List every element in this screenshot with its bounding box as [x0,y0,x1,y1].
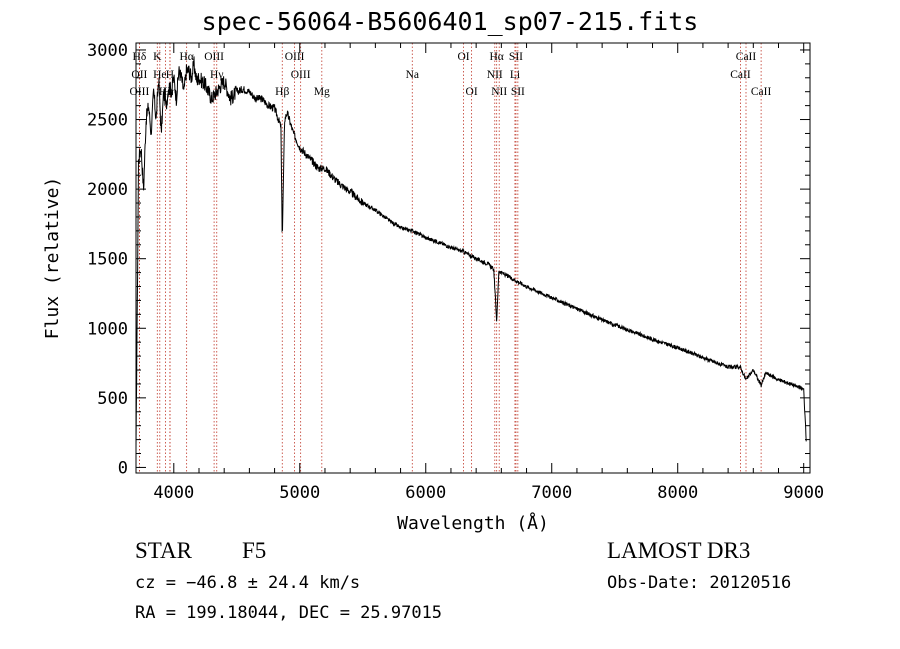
survey-name: LAMOST DR3 [607,538,751,563]
line-label-10: Hγ [210,69,223,81]
x-tick-label-7000: 7000 [531,483,572,503]
observation-date: Obs-Date: 20120516 [607,573,792,593]
series-line-spectrum [135,56,807,448]
line-label-6: H [166,69,174,81]
series-group [135,56,807,448]
line-label-13: OIII [291,69,311,81]
line-label-12: OIII [285,51,305,63]
object-class: STAR [135,538,192,563]
redshift-cz: cz = −46.8 ± 24.4 km/s [135,573,361,593]
line-label-24: CaII [736,51,757,63]
x-tick-label-8000: 8000 [657,483,698,503]
line-label-11: Hβ [275,86,289,98]
line-label-1: OII [131,69,147,81]
line-label-18: Hα [490,51,504,63]
line-label-15: Na [406,69,419,81]
x-tick-label-6000: 6000 [405,483,446,503]
line-label-20: NII [491,86,507,98]
line-label-4: He [153,69,166,81]
y-tick-label-2000: 2000 [87,180,128,200]
line-label-9: OIII [204,51,224,63]
y-tick-label-2500: 2500 [87,111,128,131]
line-label-19: NII [487,69,503,81]
coordinates: RA = 199.18044, DEC = 25.97015 [135,603,443,623]
line-label-14: Mg [314,86,330,98]
x-tick-label-9000: 9000 [783,483,824,503]
ticks-group: 4000 5000 6000 7000 8000 9000 0 500 1000 1500 2000… [87,41,824,503]
line-label-16: OI [457,51,469,63]
chart-title: spec-56064-B5606401_sp07-215.fits [201,7,699,36]
y-tick-label-1500: 1500 [87,250,128,270]
line-label-22: Li [510,69,520,81]
line-label-23: SII [511,86,525,98]
emission-lines-group [139,43,762,473]
object-subclass: F5 [242,538,267,563]
x-tick-label-5000: 5000 [279,483,320,503]
line-label-21: SII [509,51,523,63]
y-tick-label-1000: 1000 [87,319,128,339]
line-label-0: Hδ [133,51,147,63]
y-tick-label-0: 0 [118,458,128,478]
line-label-8: Hα [179,51,193,63]
line-label-26: CaII [751,86,772,98]
y-tick-label-500: 500 [97,389,128,409]
y-tick-label-3000: 3000 [87,41,128,61]
y-axis-label: Flux (relative) [42,177,63,340]
line-label-3: K [153,51,162,63]
plot-frame [135,42,811,474]
x-axis-label: Wavelength (Å) [397,512,549,534]
line-label-17: OI [466,86,478,98]
axes-group: Wavelength (Å) Flux (relative) [42,42,811,534]
x-tick-label-4000: 4000 [153,483,194,503]
line-label-25: CaII [730,69,751,81]
